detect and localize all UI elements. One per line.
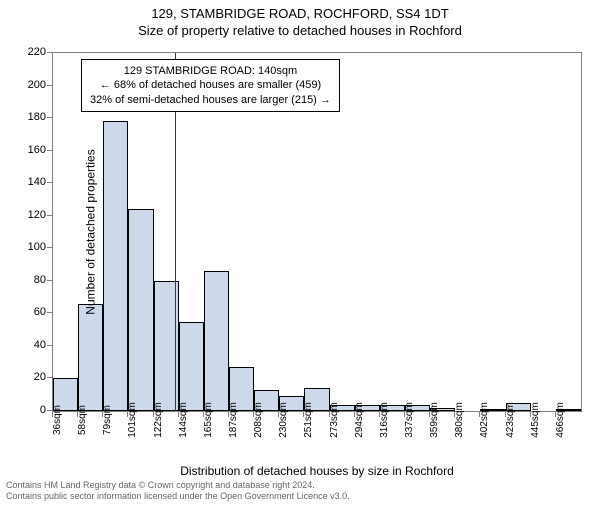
x-tick-label: 402sqm bbox=[479, 402, 490, 438]
x-tick-mark bbox=[278, 412, 279, 417]
y-tick-mark bbox=[47, 85, 52, 86]
x-tick-mark bbox=[329, 412, 330, 417]
y-tick-mark bbox=[47, 247, 52, 248]
y-tick-mark bbox=[47, 280, 52, 281]
x-tick-label: 316sqm bbox=[379, 402, 390, 438]
x-tick-label: 445sqm bbox=[530, 402, 541, 438]
x-tick-mark bbox=[102, 412, 103, 417]
x-tick-mark bbox=[127, 412, 128, 417]
x-tick-mark bbox=[354, 412, 355, 417]
y-tick-mark bbox=[47, 52, 52, 53]
y-tick-label: 180 bbox=[28, 111, 46, 123]
histogram-bar bbox=[204, 271, 229, 411]
x-tick-mark bbox=[555, 412, 556, 417]
plot-wrap: 129 STAMBRIDGE ROAD: 140sqm← 68% of deta… bbox=[52, 52, 582, 412]
x-axis-label: Distribution of detached houses by size … bbox=[180, 464, 454, 478]
annotation-line-1: 129 STAMBRIDGE ROAD: 140sqm bbox=[90, 64, 331, 78]
y-tick-label: 80 bbox=[34, 274, 46, 286]
y-axis-label: Number of detached properties bbox=[84, 149, 98, 314]
y-tick-label: 100 bbox=[28, 241, 46, 253]
x-tick-label: 230sqm bbox=[278, 402, 289, 438]
x-tick-label: 294sqm bbox=[354, 402, 365, 438]
y-tick-label: 200 bbox=[28, 79, 46, 91]
x-tick-label: 359sqm bbox=[429, 402, 440, 438]
y-tick-mark bbox=[47, 215, 52, 216]
x-tick-label: 36sqm bbox=[52, 405, 63, 435]
x-tick-mark bbox=[228, 412, 229, 417]
y-tick-label: 0 bbox=[40, 404, 46, 416]
x-tick-mark bbox=[178, 412, 179, 417]
x-tick-label: 380sqm bbox=[454, 402, 465, 438]
y-tick-label: 220 bbox=[28, 46, 46, 58]
x-tick-label: 187sqm bbox=[228, 402, 239, 438]
x-tick-label: 337sqm bbox=[404, 402, 415, 438]
y-tick-mark bbox=[47, 117, 52, 118]
x-tick-label: 165sqm bbox=[203, 402, 214, 438]
x-tick-mark bbox=[530, 412, 531, 417]
x-tick-label: 208sqm bbox=[253, 402, 264, 438]
x-tick-label: 251sqm bbox=[303, 402, 314, 438]
x-tick-label: 144sqm bbox=[178, 402, 189, 438]
x-tick-label: 58sqm bbox=[77, 405, 88, 435]
x-tick-mark bbox=[505, 412, 506, 417]
y-tick-label: 140 bbox=[28, 176, 46, 188]
x-tick-mark bbox=[253, 412, 254, 417]
x-tick-label: 79sqm bbox=[102, 405, 113, 435]
annotation-line-2: ← 68% of detached houses are smaller (45… bbox=[90, 78, 331, 92]
annotation-line-3: 32% of semi-detached houses are larger (… bbox=[90, 93, 331, 107]
y-tick-mark bbox=[47, 377, 52, 378]
y-tick-label: 120 bbox=[28, 209, 46, 221]
x-tick-mark bbox=[203, 412, 204, 417]
y-tick-mark bbox=[47, 312, 52, 313]
plot-area: 129 STAMBRIDGE ROAD: 140sqm← 68% of deta… bbox=[52, 52, 582, 412]
y-tick-label: 60 bbox=[34, 306, 46, 318]
y-tick-label: 160 bbox=[28, 144, 46, 156]
x-tick-mark bbox=[153, 412, 154, 417]
x-tick-label: 273sqm bbox=[329, 402, 340, 438]
histogram-bar bbox=[179, 322, 204, 412]
x-tick-label: 423sqm bbox=[505, 402, 516, 438]
histogram-bar bbox=[128, 209, 153, 411]
footer-line-1: Contains HM Land Registry data © Crown c… bbox=[6, 480, 350, 491]
y-tick-label: 20 bbox=[34, 371, 46, 383]
y-tick-mark bbox=[47, 182, 52, 183]
x-tick-label: 122sqm bbox=[153, 402, 164, 438]
y-tick-mark bbox=[47, 345, 52, 346]
x-tick-mark bbox=[454, 412, 455, 417]
x-tick-mark bbox=[404, 412, 405, 417]
title-main: 129, STAMBRIDGE ROAD, ROCHFORD, SS4 1DT bbox=[0, 6, 600, 21]
x-tick-mark bbox=[379, 412, 380, 417]
histogram-bar bbox=[103, 121, 128, 411]
y-tick-mark bbox=[47, 150, 52, 151]
footer-line-2: Contains public sector information licen… bbox=[6, 491, 350, 502]
x-tick-label: 466sqm bbox=[555, 402, 566, 438]
x-tick-mark bbox=[303, 412, 304, 417]
histogram-bar bbox=[78, 304, 103, 411]
x-tick-label: 101sqm bbox=[127, 402, 138, 438]
x-tick-mark bbox=[429, 412, 430, 417]
x-tick-mark bbox=[77, 412, 78, 417]
title-sub: Size of property relative to detached ho… bbox=[0, 23, 600, 38]
x-tick-mark bbox=[52, 412, 53, 417]
annotation-box: 129 STAMBRIDGE ROAD: 140sqm← 68% of deta… bbox=[81, 59, 340, 112]
footer: Contains HM Land Registry data © Crown c… bbox=[6, 480, 350, 502]
y-tick-label: 40 bbox=[34, 339, 46, 351]
x-tick-mark bbox=[479, 412, 480, 417]
